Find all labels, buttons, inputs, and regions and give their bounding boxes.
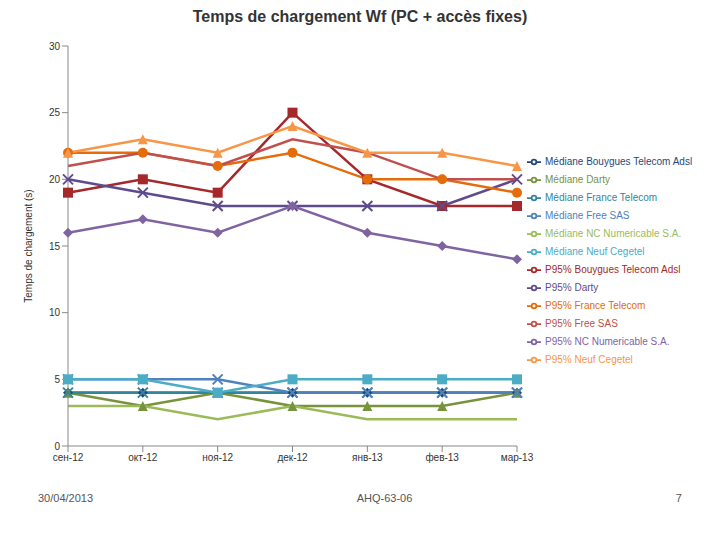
html-text:P95% Bouygues Telecom Adsl: P95% Bouygues Telecom Adsl (545, 264, 681, 275)
svg-text:5: 5 (54, 374, 60, 385)
html-text:Temps de chargement Wf (PC + a: Temps de chargement Wf (PC + accès fixes… (192, 8, 528, 25)
svg-text:фев-13: фев-13 (425, 452, 459, 463)
svg-text:окт-12: окт-12 (128, 452, 158, 463)
html-text:Médiane Free SAS: Médiane Free SAS (545, 210, 630, 221)
svg-text:25: 25 (49, 107, 61, 118)
html-text:P95% Neuf Cegetel: P95% Neuf Cegetel (545, 354, 633, 365)
html-text:Médiane Neuf Cegetel: Médiane Neuf Cegetel (545, 246, 645, 257)
html-text:P95% France Telecom: P95% France Telecom (545, 300, 646, 311)
html-text:P95% NC Numericable S.A.: P95% NC Numericable S.A. (545, 336, 670, 347)
svg-text:Temps de chargement (s): Temps de chargement (s) (23, 189, 34, 302)
html-text:Médiane Bouygues Telecom Adsl: Médiane Bouygues Telecom Adsl (545, 156, 693, 167)
html-text:Médiane NC Numericable S.A.: Médiane NC Numericable S.A. (545, 228, 682, 239)
svg-text:сен-12: сен-12 (53, 452, 84, 463)
svg-text:10: 10 (49, 307, 61, 318)
html-text:P95% Free SAS: P95% Free SAS (545, 318, 618, 329)
svg-text:ноя-12: ноя-12 (202, 452, 233, 463)
html-text:AHQ-63-06: AHQ-63-06 (356, 492, 413, 504)
svg-text:15: 15 (49, 241, 61, 252)
svg-text:30: 30 (49, 41, 61, 52)
html-text:Médiane France Telecom: Médiane France Telecom (545, 192, 658, 203)
html-text:30/04/2013: 30/04/2013 (38, 492, 94, 504)
html-text:7: 7 (675, 492, 682, 504)
svg-text:0: 0 (54, 441, 60, 452)
svg-text:мар-13: мар-13 (501, 452, 534, 463)
svg-text:дек-12: дек-12 (277, 452, 308, 463)
html-text:P95% Darty: P95% Darty (545, 282, 599, 293)
svg-text:янв-13: янв-13 (352, 452, 383, 463)
html-text:Médiane Darty: Médiane Darty (545, 174, 610, 185)
svg-text:20: 20 (49, 174, 61, 185)
